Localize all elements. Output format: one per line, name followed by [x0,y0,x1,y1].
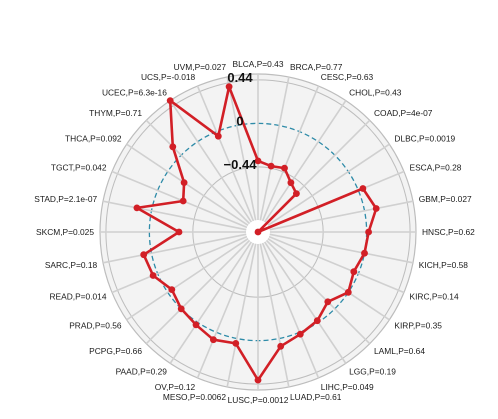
category-label-19: PAAD,P=0.29 [116,367,168,377]
spoke-2 [261,85,320,222]
data-point-22 [149,272,157,279]
spoke-12 [265,239,371,345]
spoke-26 [111,170,248,229]
data-point-28 [169,143,177,151]
category-label-21: PRAD,P=0.56 [69,320,122,330]
data-point-31 [225,83,233,91]
category-label-26: TGCT,P=0.042 [51,163,107,173]
data-point-11 [344,288,352,296]
data-point-9 [361,249,368,257]
category-label-9: KICH,P=0.58 [419,260,468,270]
data-point-19 [192,321,200,329]
data-point-27 [180,179,188,187]
spoke-23 [102,233,247,264]
data-point-8 [365,228,372,236]
category-label-13: LGG,P=0.19 [349,367,396,377]
category-label-12: LAML,P=0.64 [374,346,425,356]
data-point-14 [296,330,304,338]
category-label-20: PCPG,P=0.66 [89,346,142,356]
category-label-18: OV,P=0.12 [155,382,196,392]
spoke-25 [102,200,247,231]
category-label-25: STAD,P=2.1e-07 [34,194,97,204]
spoke-21 [126,238,249,321]
category-label-27: THCA,P=0.092 [65,134,122,144]
category-label-22: READ,P=0.014 [49,291,106,301]
data-point-12 [324,298,332,306]
data-point-1 [267,162,275,170]
spoke-15 [259,243,290,388]
spoke-1 [259,76,290,221]
spoke-17 [226,243,257,388]
category-label-8: HNSC,P=0.62 [422,227,475,237]
radial-tick-labels: 0.44 0 −0.44 [224,70,258,172]
spoke-18 [196,242,255,379]
category-label-29: UCEC,P=6.3e-16 [102,87,167,97]
data-point-29 [166,97,174,104]
category-label-23: SARC,P=0.18 [45,260,98,270]
radar-series [133,83,380,384]
radial-tick-label-1: 0 [236,113,243,128]
category-label-0: BLCA,P=0.43 [233,59,284,69]
spoke-7 [269,200,414,231]
data-point-6 [359,185,367,192]
data-point-20 [177,305,185,313]
data-point-24 [175,228,183,236]
category-label-3: CHOL,P=0.43 [349,87,402,97]
category-label-7: GBM,P=0.027 [419,194,472,204]
category-label-5: DLBC,P=0.0019 [394,134,455,144]
data-point-2 [281,164,288,172]
data-point-23 [140,251,148,259]
data-point-0 [254,157,262,165]
spoke-30 [196,85,255,222]
category-label-14: LIHC,P=0.049 [321,382,374,392]
spoke-10 [268,235,405,294]
spoke-19 [169,241,252,364]
data-point-5 [254,228,262,236]
data-point-17 [232,340,240,347]
category-label-2: CESC,P=0.63 [321,72,374,82]
data-point-7 [372,205,380,212]
category-label-16: LUSC,P=0.0012 [228,395,289,405]
radial-tick-label-0: 0.44 [227,70,253,85]
data-point-18 [210,336,217,344]
category-label-15: LUAD,P=0.61 [290,392,342,402]
category-label-6: ESCA,P=0.28 [410,163,462,173]
data-point-15 [277,342,285,350]
category-label-31: UVM,P=0.027 [174,62,227,72]
spoke-31 [226,76,257,221]
data-point-4 [293,190,300,198]
spoke-28 [145,119,251,225]
spoke-27 [126,143,249,226]
spoke-13 [264,241,347,364]
spoke-11 [267,238,390,321]
category-label-4: COAD,P=4e-07 [374,108,433,118]
data-point-25 [133,204,141,212]
category-label-11: KIRP,P=0.35 [394,320,442,330]
spoke-9 [269,233,414,264]
spoke-29 [169,100,252,223]
category-label-24: SKCM,P=0.025 [36,227,94,237]
spoke-3 [264,100,347,223]
data-point-13 [313,317,321,325]
data-point-26 [179,197,187,205]
category-label-1: BRCA,P=0.77 [290,62,343,72]
spoke-20 [145,239,251,345]
spoke-14 [261,242,320,379]
data-point-21 [168,286,176,293]
data-point-30 [214,132,222,140]
data-point-10 [350,268,358,276]
data-point-16 [254,376,262,384]
data-point-3 [287,179,295,187]
radial-tick-label-2: −0.44 [224,157,258,172]
category-label-17: MESO,P=0.0062 [163,392,226,402]
category-label-28: THYM,P=0.71 [89,108,142,118]
category-label-30: UCS,P=-0.018 [141,72,196,82]
category-label-10: KIRC,P=0.14 [410,291,459,301]
spoke-5 [267,143,390,226]
spoke-22 [111,235,248,294]
